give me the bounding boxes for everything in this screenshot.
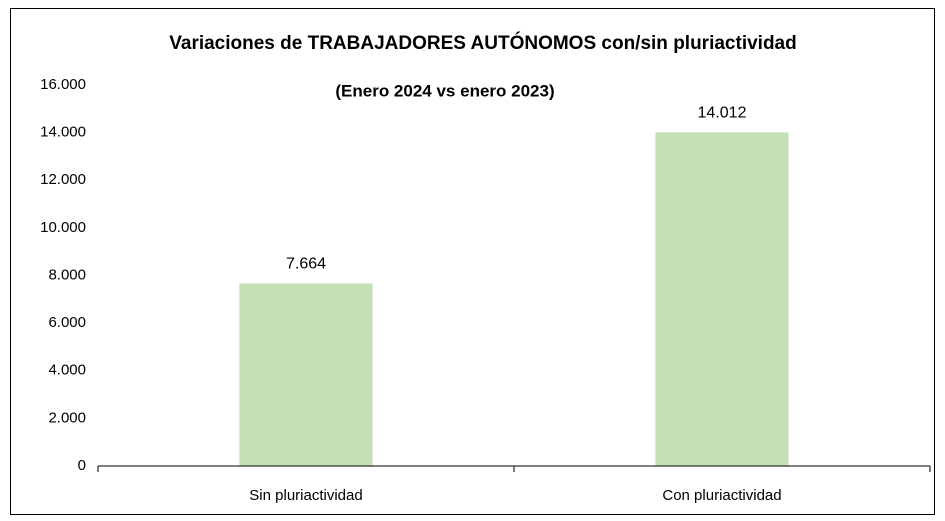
x-tick-label: Con pluriactividad: [662, 487, 781, 504]
y-tick-label: 6.000: [48, 314, 86, 331]
bar: [239, 283, 373, 466]
value-label: 7.664: [286, 256, 326, 273]
y-tick-label: 2.000: [48, 409, 86, 426]
y-tick-label: 16.000: [40, 76, 86, 93]
x-tick-label: Sin pluriactividad: [249, 487, 362, 504]
chart-subtitle: (Enero 2024 vs enero 2023): [335, 81, 554, 100]
y-tick-label: 4.000: [48, 362, 86, 379]
y-tick-label: 0: [78, 457, 86, 474]
bar: [655, 132, 789, 467]
y-tick-label: 10.000: [40, 219, 86, 236]
y-tick-label: 12.000: [40, 171, 86, 188]
y-tick-label: 14.000: [40, 124, 86, 141]
value-label: 14.012: [698, 105, 747, 122]
y-tick-label: 8.000: [48, 266, 86, 283]
chart-title: Variaciones de TRABAJADORES AUTÓNOMOS co…: [169, 32, 796, 54]
